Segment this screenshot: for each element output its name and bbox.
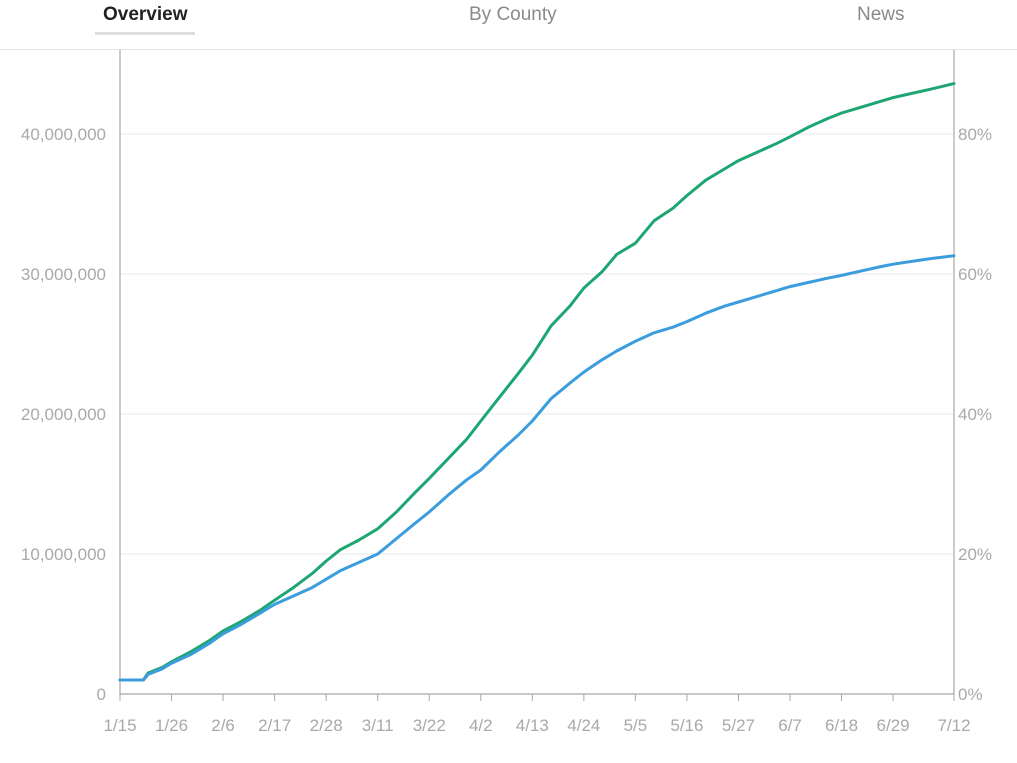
y-left-tick-label: 30,000,000 (21, 265, 106, 284)
x-tick-label: 2/17 (258, 716, 291, 735)
x-tick-label: 7/12 (937, 716, 970, 735)
y-left-tick-label: 40,000,000 (21, 125, 106, 144)
x-tick-label: 4/13 (516, 716, 549, 735)
x-tick-label: 3/22 (413, 716, 446, 735)
x-tick-label: 2/6 (211, 716, 235, 735)
x-tick-label: 5/27 (722, 716, 755, 735)
y-right-tick-label: 60% (958, 265, 992, 284)
y-right-tick-label: 20% (958, 545, 992, 564)
y-left-tick-label: 0 (97, 685, 106, 704)
tab-bar: Overview By County News (0, 0, 1017, 50)
x-tick-label: 6/29 (877, 716, 910, 735)
y-right-tick-label: 40% (958, 405, 992, 424)
x-tick-label: 2/28 (310, 716, 343, 735)
x-tick-label: 5/16 (670, 716, 703, 735)
series-line-2 (118, 254, 956, 682)
x-tick-label: 6/18 (825, 716, 858, 735)
x-tick-label: 6/7 (778, 716, 802, 735)
y-right-tick-label: 80% (958, 125, 992, 144)
tab-by-county[interactable]: By County (469, 4, 557, 25)
y-left-tick-label: 10,000,000 (21, 545, 106, 564)
x-tick-label: 3/11 (362, 716, 394, 735)
x-tick-label: 4/2 (469, 716, 493, 735)
x-tick-label: 1/15 (103, 716, 136, 735)
x-tick-label: 1/26 (155, 716, 188, 735)
tab-overview[interactable]: Overview (103, 4, 188, 25)
tab-news[interactable]: News (857, 4, 905, 25)
active-tab-underline (95, 32, 195, 35)
x-tick-label: 5/5 (624, 716, 648, 735)
y-right-tick-label: 0% (958, 685, 983, 704)
x-tick-label: 4/24 (567, 716, 600, 735)
series-line-1 (118, 82, 956, 682)
y-left-tick-label: 20,000,000 (21, 405, 106, 424)
